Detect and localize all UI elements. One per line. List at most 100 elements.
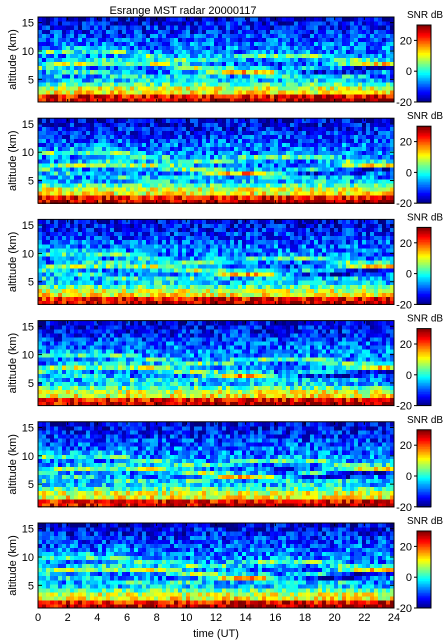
heatmap-cell (310, 187, 315, 192)
heatmap-cell (306, 57, 311, 63)
heatmap-cell (222, 219, 227, 225)
heatmap-cell (282, 33, 287, 38)
heatmap-cell (222, 300, 227, 305)
heatmap-cell (390, 73, 395, 79)
heatmap-cell (218, 276, 223, 281)
heatmap-cell (46, 126, 51, 131)
heatmap-cell (222, 239, 227, 245)
heatmap-cell (258, 191, 263, 196)
heatmap-cell (226, 199, 231, 204)
heatmap-cell (118, 17, 123, 22)
heatmap-cell (162, 33, 167, 38)
heatmap-cell (166, 97, 171, 103)
heatmap-cell (178, 21, 183, 26)
heatmap-cell (86, 195, 91, 200)
heatmap-cell (70, 134, 75, 140)
heatmap-cell (378, 126, 383, 131)
heatmap-cell (162, 69, 167, 75)
heatmap-cell (130, 251, 135, 257)
heatmap-cell (382, 57, 387, 63)
heatmap-cell (82, 219, 87, 225)
heatmap-cell (58, 255, 63, 261)
heatmap-cell (78, 235, 83, 241)
heatmap-cell (214, 45, 219, 50)
heatmap-cell (82, 130, 87, 135)
heatmap-cell (238, 162, 243, 168)
heatmap-cell (194, 251, 199, 257)
heatmap-cell (350, 17, 355, 22)
heatmap-cell (274, 187, 279, 192)
heatmap-cell (102, 191, 107, 196)
heatmap-cell (174, 130, 179, 135)
heatmap-cell (254, 25, 259, 30)
heatmap-cell (322, 89, 327, 95)
heatmap-cell (214, 259, 219, 265)
heatmap-cell (234, 162, 239, 168)
heatmap-cell (278, 89, 283, 95)
heatmap-cell (346, 37, 351, 42)
heatmap-cell (58, 191, 63, 196)
heatmap-cell (254, 41, 259, 46)
heatmap-cell (210, 41, 215, 46)
heatmap-cell (186, 243, 191, 249)
heatmap-cell (70, 45, 75, 50)
heatmap-cell (94, 25, 99, 30)
heatmap-cell (330, 45, 335, 50)
heatmap-cell (142, 49, 147, 55)
heatmap-cell (38, 142, 43, 148)
heatmap-cell (322, 187, 327, 192)
heatmap-cell (342, 118, 347, 123)
heatmap-cell (170, 49, 175, 55)
heatmap-cell (322, 138, 327, 144)
heatmap-cell (170, 178, 175, 184)
heatmap-cell (90, 37, 95, 42)
heatmap-cell (150, 162, 155, 168)
heatmap-cell (282, 69, 287, 75)
heatmap-cell (202, 280, 207, 285)
heatmap-cell (250, 118, 255, 123)
heatmap-cell (390, 21, 395, 26)
heatmap-cell (274, 118, 279, 123)
heatmap-cell (70, 276, 75, 281)
heatmap-cell (166, 77, 171, 83)
heatmap-cell (290, 65, 295, 71)
heatmap-cell (122, 239, 127, 245)
heatmap-cell (378, 191, 383, 196)
heatmap-cell (254, 29, 259, 34)
heatmap-cell (350, 81, 355, 87)
heatmap-cell (162, 255, 167, 261)
heatmap-cell (174, 93, 179, 99)
colorbar-segment (417, 69, 431, 72)
heatmap-cell (294, 89, 299, 95)
colorbar-tick-label: -20 (396, 97, 412, 109)
heatmap-cell (190, 77, 195, 83)
heatmap-cell (146, 73, 151, 79)
heatmap-cell (42, 126, 47, 131)
heatmap-cell (334, 97, 339, 103)
heatmap-cell (178, 170, 183, 176)
heatmap-cell (222, 73, 227, 79)
heatmap-cell (38, 292, 43, 297)
heatmap-cell (246, 77, 251, 83)
heatmap-cell (190, 255, 195, 261)
heatmap-cell (274, 97, 279, 103)
heatmap-cell (362, 130, 367, 135)
heatmap-cell (334, 61, 339, 67)
heatmap-cell (158, 243, 163, 249)
heatmap-cell (342, 69, 347, 75)
heatmap-cell (90, 130, 95, 135)
heatmap-cell (78, 174, 83, 180)
heatmap-cell (142, 29, 147, 34)
heatmap-cell (114, 243, 119, 249)
heatmap-cell (342, 154, 347, 160)
heatmap-cell (90, 195, 95, 200)
heatmap-cell (162, 154, 167, 160)
heatmap-cell (282, 93, 287, 99)
heatmap-cell (174, 146, 179, 152)
heatmap-cell (374, 162, 379, 168)
heatmap-cell (194, 65, 199, 71)
heatmap-cell (282, 187, 287, 192)
heatmap-cell (194, 126, 199, 131)
heatmap-cell (194, 284, 199, 289)
heatmap-cell (294, 97, 299, 103)
